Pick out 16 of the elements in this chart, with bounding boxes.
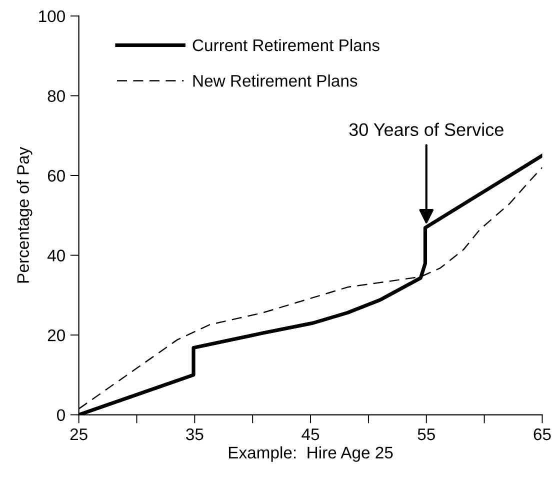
x-tick-label: 55 — [418, 428, 435, 440]
x-tick-label: 65 — [534, 428, 551, 440]
y-tick-label: 60 — [48, 170, 65, 182]
y-tick-label: 80 — [48, 90, 65, 102]
y-tick-label: 100 — [39, 10, 65, 22]
y-tick-label: 0 — [57, 409, 65, 421]
y-tick-label: 40 — [47, 250, 65, 262]
x-axis-title: Example: Hire Age 25 — [228, 446, 393, 462]
annotation: 30 Years of Service — [349, 122, 504, 136]
x-tick-label: 45 — [302, 428, 320, 440]
y-tick-label: 20 — [48, 329, 65, 342]
y-axis-title: Percentage of Pay — [16, 146, 32, 283]
x-tick-label: 25 — [70, 428, 88, 440]
x-tick-label: 35 — [186, 428, 204, 440]
legend-label: Current Retirement Plans — [192, 38, 380, 52]
legend-label: New Retirement Plans — [193, 74, 358, 87]
